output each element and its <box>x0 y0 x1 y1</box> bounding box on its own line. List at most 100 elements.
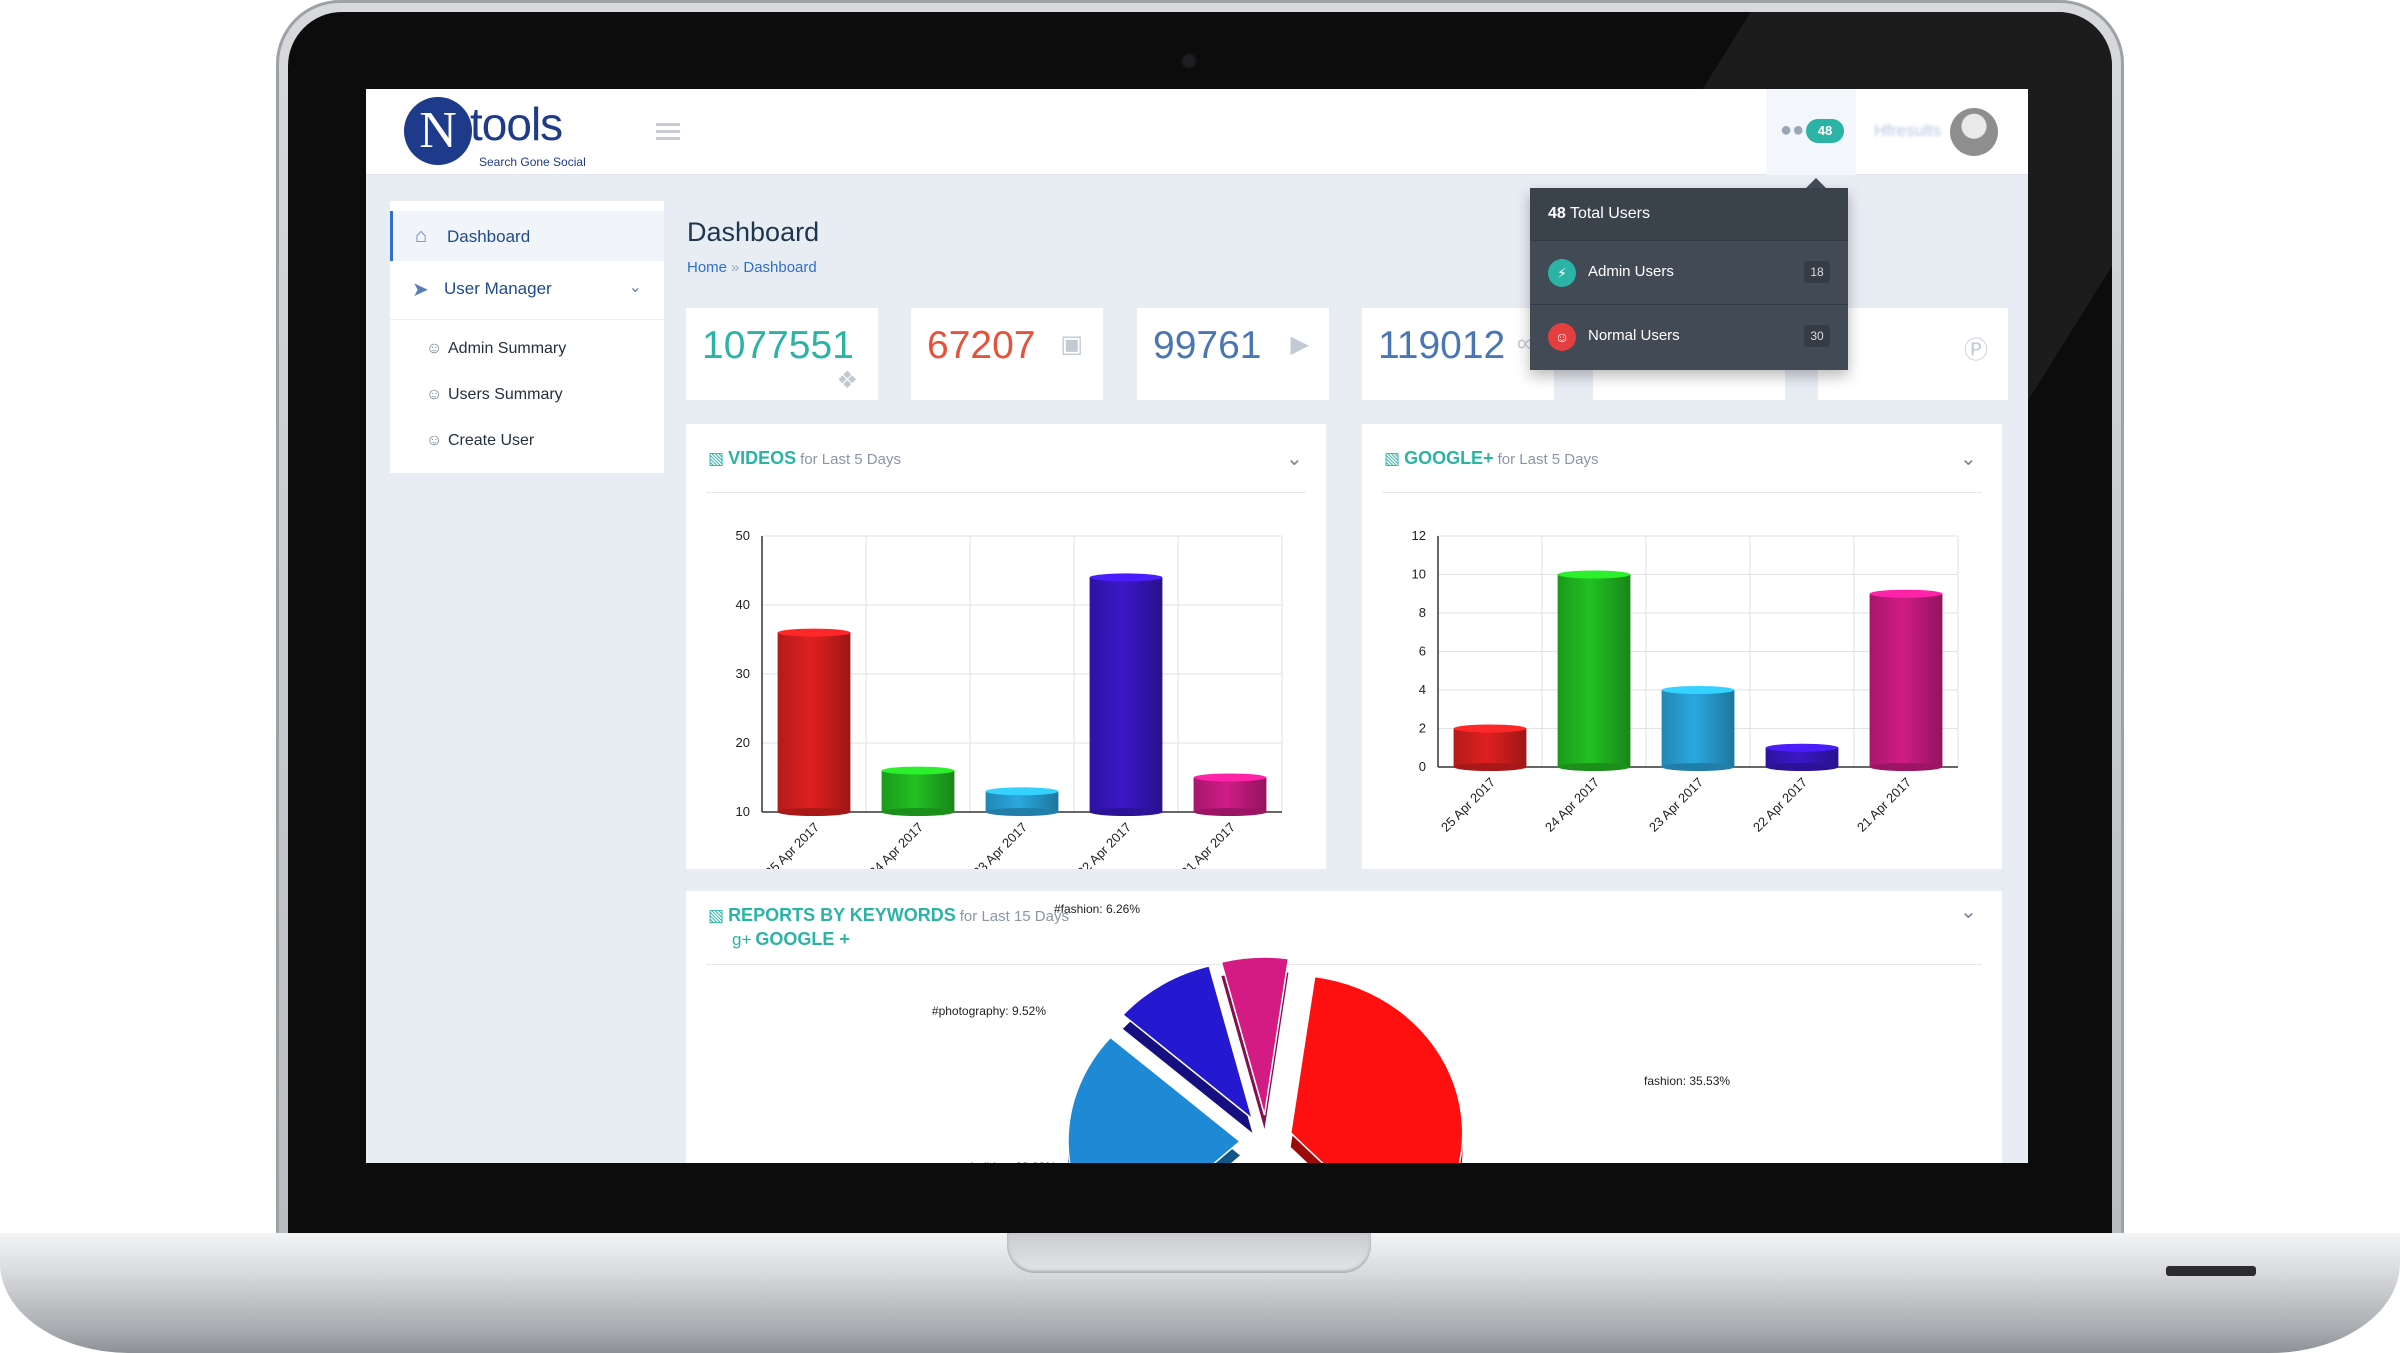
x-tick-label: 23 Apr 2017 <box>1646 775 1706 835</box>
username[interactable]: Hfresults <box>1874 121 1942 140</box>
breadcrumb-separator: » <box>731 259 740 276</box>
x-tick-label: 21 Apr 2017 <box>1178 820 1238 869</box>
pinterest-icon: Ⓟ <box>1964 337 1988 364</box>
sidebar-item-user-manager[interactable]: ➤ User Manager ⌄ <box>390 263 664 313</box>
pie-slice[interactable] <box>1121 965 1254 1133</box>
panel-header: ▧ REPORTS BY KEYWORDS for Last 15 Days <box>708 905 1069 926</box>
pie-slice[interactable] <box>1067 1036 1242 1163</box>
x-tick-label: 23 Apr 2017 <box>970 820 1030 869</box>
y-tick-label: 20 <box>736 735 750 750</box>
panel-title: REPORTS BY KEYWORDS <box>728 905 956 925</box>
stat-value: 99761 <box>1153 324 1262 367</box>
logo[interactable]: N tools Search Gone Social <box>404 95 644 171</box>
chevron-down-icon[interactable]: ⌄ <box>1960 448 1977 470</box>
breadcrumb: Home» Dashboard <box>687 259 817 276</box>
sidebar: ⌂ Dashboard ➤ User Manager ⌄ ☺ Admin Summ… <box>390 201 664 473</box>
google-plus-panel: ▧ GOOGLE+ for Last 5 Days ⌄ 0 2 4 6 8 10 12 25 Ap… <box>1362 424 2002 869</box>
pie-slice-label: #photography: 9.52% <box>932 1004 1046 1018</box>
pie-slice[interactable] <box>1220 956 1290 1130</box>
dropdown-item-count: 30 <box>1804 325 1830 347</box>
panel-subtitle: for Last 5 Days <box>1497 451 1599 468</box>
hamburger-icon[interactable] <box>656 123 680 141</box>
youtube-icon: ▶ <box>1290 331 1309 358</box>
panel-divider <box>706 492 1306 493</box>
y-tick-label: 0 <box>1419 759 1426 774</box>
videos-bar-chart: 10 20 30 40 50 25 Apr 2017 24 Apr 2017 23 Apr 2… <box>736 528 1283 869</box>
panel-divider <box>1382 492 1982 493</box>
panel-header: ▧ VIDEOS for Last 5 Days <box>708 448 901 469</box>
bar[interactable] <box>881 766 955 816</box>
pie-slice-label: holiday: 23.33% <box>971 1160 1057 1163</box>
y-tick-label: 40 <box>736 597 750 612</box>
sidebar-item-dashboard[interactable]: ⌂ Dashboard <box>390 211 664 261</box>
dropdown-item-count: 18 <box>1804 261 1830 283</box>
logo-mark: N <box>404 97 472 165</box>
subitem-label: Admin Summary <box>448 340 567 357</box>
sidebar-item-label: User Manager <box>444 279 552 298</box>
stat-card-instagram[interactable]: 67207 ▣ <box>911 308 1103 400</box>
dropdown-caret <box>1806 178 1826 188</box>
bolt-icon: ⚡ <box>1548 259 1576 287</box>
bar[interactable] <box>985 787 1059 816</box>
sidebar-item-label: Dashboard <box>447 227 531 246</box>
google-plus-icon: g+ <box>732 930 752 949</box>
pie-slice-label: #fashion: 6.26% <box>1054 902 1140 916</box>
app-screen: N tools Search Gone Social ●● 48 Hfresul… <box>366 89 2028 1163</box>
stat-value: 119012 <box>1378 324 1506 367</box>
chevron-down-icon[interactable]: ⌄ <box>1960 901 1977 923</box>
x-tick-label: 24 Apr 2017 <box>1542 775 1602 835</box>
panel-subtitle: for Last 5 Days <box>800 451 901 468</box>
stat-card-twitter[interactable]: 1077551 ❖ <box>686 308 878 400</box>
logo-tagline: Search Gone Social <box>479 155 586 169</box>
bar[interactable] <box>1661 686 1735 771</box>
stat-card-pinterest[interactable]: 4 Ⓟ <box>1818 308 2008 400</box>
panel-subtitle: for Last 15 Days <box>959 908 1069 925</box>
panel-subheader: g+ GOOGLE + <box>732 929 850 950</box>
bar-chart-icon: ▧ <box>708 906 725 925</box>
dropdown-item-admin-users[interactable]: ⚡ Admin Users 18 <box>1530 240 1848 303</box>
x-tick-label: 22 Apr 2017 <box>1074 820 1134 869</box>
bar[interactable] <box>1765 743 1839 771</box>
camera-icon <box>1183 55 1195 67</box>
dropdown-item-label: Admin Users <box>1588 263 1674 280</box>
top-bar: N tools Search Gone Social ●● 48 Hfresul… <box>366 89 2028 175</box>
y-tick-label: 6 <box>1419 644 1426 659</box>
stat-card-google-plus[interactable]: 119012 ∞ <box>1362 308 1554 400</box>
users-icon: ●● <box>1780 119 1805 141</box>
user-icon: ☺ <box>426 432 443 449</box>
bar[interactable] <box>1453 724 1527 772</box>
rocket-icon: ➤ <box>412 279 429 301</box>
videos-panel: ▧ VIDEOS for Last 5 Days ⌄ 10 20 30 40 50 25 Ap… <box>686 424 1326 869</box>
panel-divider <box>706 964 1982 965</box>
users-menu-button[interactable]: ●● 48 <box>1766 89 1856 175</box>
bar-chart-icon: ▧ <box>1384 449 1401 468</box>
bar-chart-icon: ▧ <box>708 449 725 468</box>
keywords-panel: ▧ REPORTS BY KEYWORDS for Last 15 Days g+ G… <box>686 891 2002 1163</box>
pie-slice[interactable] <box>1289 975 1464 1163</box>
logo-word: tools <box>470 98 563 150</box>
panel-title: VIDEOS <box>728 448 797 468</box>
user-icon: ☺ <box>426 386 443 403</box>
avatar-icon[interactable] <box>1950 108 1998 156</box>
bar[interactable] <box>1557 570 1631 772</box>
stat-card-youtube[interactable]: 99761 ▶ <box>1137 308 1329 400</box>
panel-title: GOOGLE+ <box>1404 448 1494 468</box>
instagram-icon: ▣ <box>1060 331 1083 358</box>
total-users-count: 48 <box>1548 205 1566 222</box>
dropdown-item-normal-users[interactable]: ☺ Normal Users 30 <box>1530 304 1848 367</box>
sidebar-subitem-users-summary[interactable]: ☺ Users Summary <box>426 386 563 404</box>
x-tick-label: 21 Apr 2017 <box>1854 775 1914 835</box>
bar[interactable] <box>1193 773 1267 817</box>
breadcrumb-home[interactable]: Home <box>687 259 728 276</box>
sidebar-subitem-admin-summary[interactable]: ☺ Admin Summary <box>426 340 566 358</box>
sidebar-subitem-create-user[interactable]: ☺ Create User <box>426 432 534 450</box>
bar[interactable] <box>1089 573 1163 816</box>
panel-subtitle-network: GOOGLE + <box>755 929 850 949</box>
x-tick-label: 22 Apr 2017 <box>1750 775 1810 835</box>
bar[interactable] <box>1869 589 1943 771</box>
bar[interactable] <box>777 628 851 816</box>
chevron-down-icon[interactable]: ⌄ <box>1286 448 1303 470</box>
breadcrumb-current[interactable]: Dashboard <box>743 259 817 276</box>
panel-header: ▧ GOOGLE+ for Last 5 Days <box>1384 448 1598 469</box>
y-tick-label: 50 <box>736 528 750 543</box>
